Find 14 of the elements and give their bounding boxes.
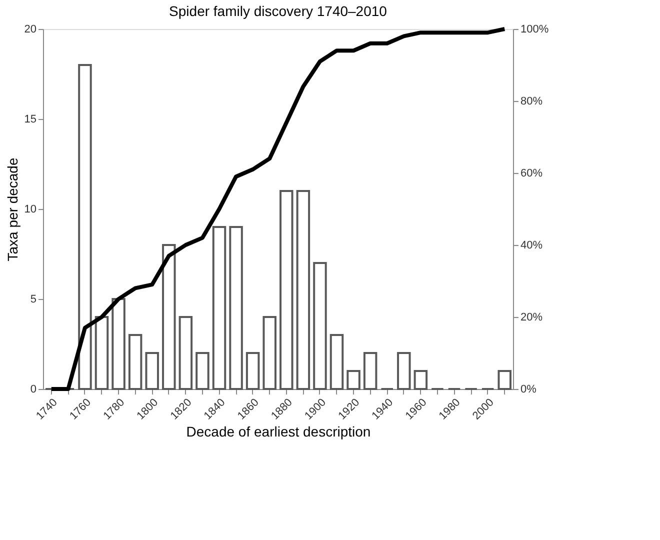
chart-title: Spider family discovery 1740–2010 <box>169 3 388 19</box>
y-tick-label: 10 <box>24 204 36 216</box>
y-tick-label: 20 <box>24 24 36 36</box>
y-tick-label: 0 <box>30 384 36 396</box>
y2-tick-label: 20% <box>520 312 543 324</box>
y2-tick-label: 40% <box>520 240 543 252</box>
y2-tick-label: 60% <box>520 168 543 180</box>
y-tick-label: 15 <box>24 114 36 126</box>
y2-tick-label: 80% <box>520 96 543 108</box>
y-axis-title: Taxa per decade <box>4 158 20 262</box>
y-tick-label: 5 <box>30 294 36 306</box>
y2-tick-label: 0% <box>520 384 537 396</box>
y2-tick-label: 100% <box>520 24 549 36</box>
x-axis-title: Decade of earliest description <box>186 424 371 440</box>
